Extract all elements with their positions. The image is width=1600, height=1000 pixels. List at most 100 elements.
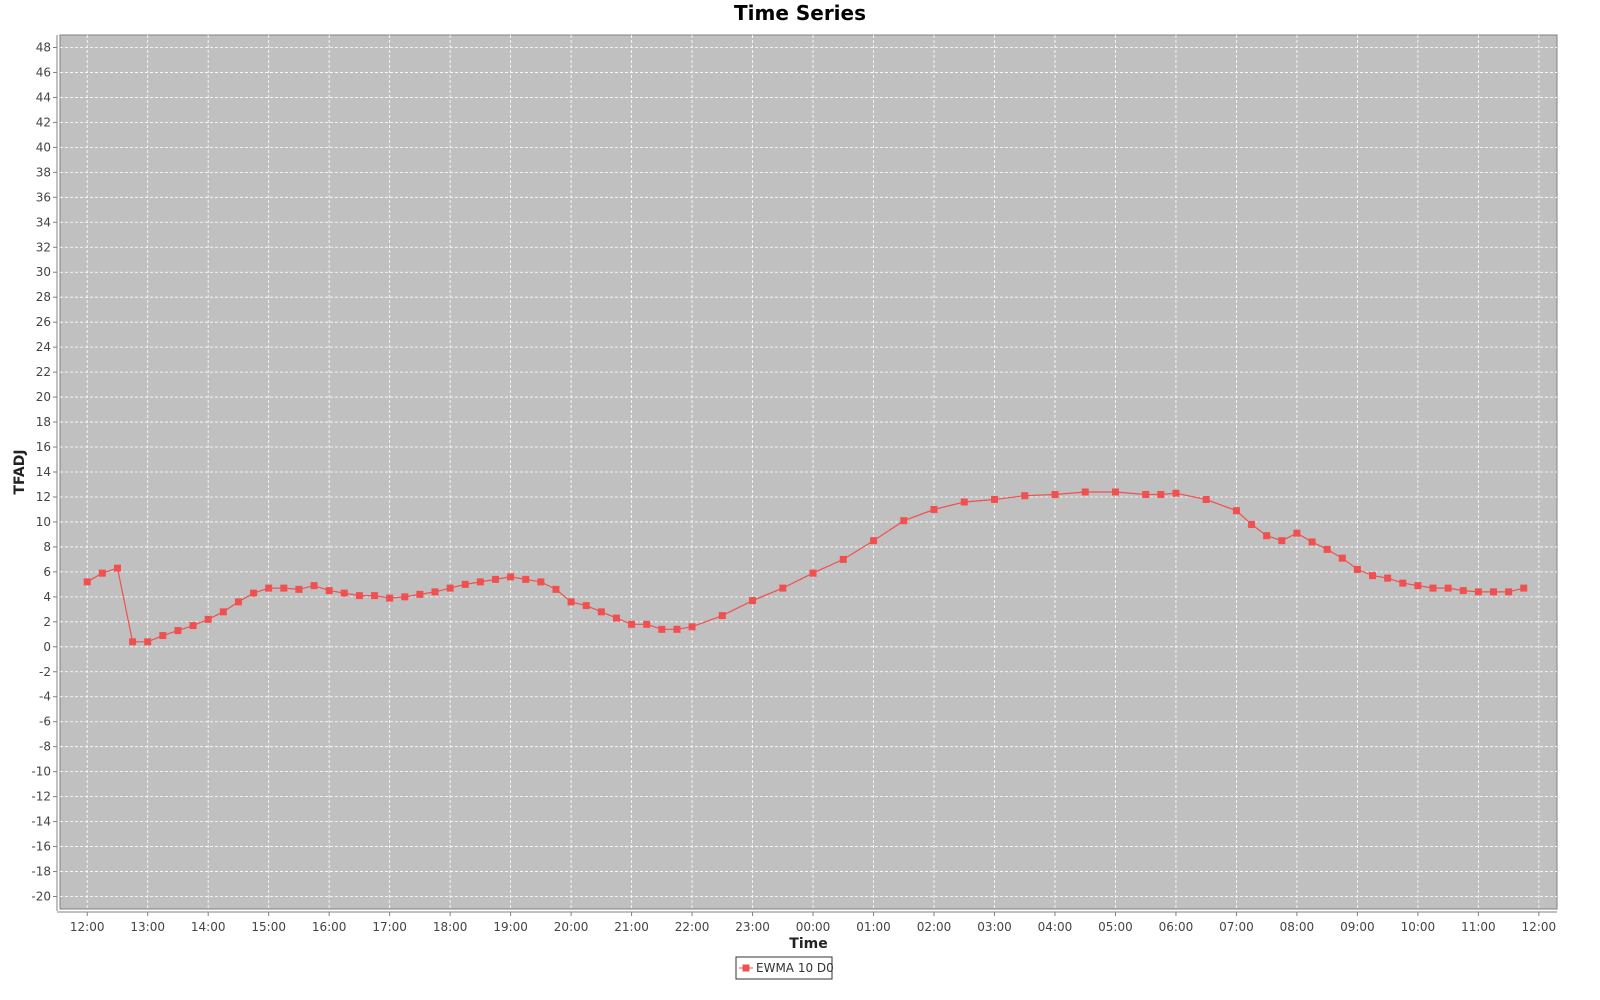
data-point: [597, 608, 605, 616]
x-tick-label: 09:00: [1340, 920, 1375, 934]
data-point: [1202, 495, 1210, 503]
x-tick-label: 18:00: [433, 920, 468, 934]
data-point: [1489, 588, 1497, 596]
data-point: [310, 582, 318, 590]
data-point: [1157, 490, 1165, 498]
x-axis-title: Time: [789, 936, 827, 952]
data-point: [1323, 545, 1331, 553]
x-tick-label: 01:00: [856, 920, 891, 934]
x-tick-label: 07:00: [1219, 920, 1254, 934]
data-point: [552, 585, 560, 593]
x-tick-label: 13:00: [130, 920, 165, 934]
data-point: [1021, 492, 1029, 500]
data-point: [1172, 489, 1180, 497]
data-point: [1414, 582, 1422, 590]
data-point: [129, 638, 137, 646]
x-tick-label: 21:00: [614, 920, 649, 934]
y-tick-label: 28: [36, 290, 51, 304]
y-tick-label: -8: [39, 740, 51, 754]
y-axis-title: TFADJ: [12, 449, 28, 494]
y-tick-label: 20: [36, 390, 51, 404]
data-point: [1263, 532, 1271, 540]
data-point: [234, 598, 242, 606]
data-point: [718, 612, 726, 620]
data-point: [1232, 507, 1240, 515]
data-point: [930, 505, 938, 513]
data-point: [204, 615, 212, 623]
data-point: [688, 623, 696, 631]
data-point: [809, 569, 817, 577]
y-tick-label: -12: [31, 790, 51, 804]
data-point: [1474, 588, 1482, 596]
legend-box: [735, 956, 833, 980]
data-point: [1308, 538, 1316, 546]
y-tick-label: 42: [36, 115, 51, 129]
data-point: [1399, 579, 1407, 587]
data-point: [144, 638, 152, 646]
x-tick-label: 04:00: [1038, 920, 1073, 934]
data-point: [900, 517, 908, 525]
y-tick-label: 40: [36, 140, 51, 154]
data-point: [1248, 520, 1256, 528]
data-point: [219, 608, 227, 616]
x-tick-label: 08:00: [1280, 920, 1315, 934]
y-tick-label: 18: [36, 415, 51, 429]
data-point: [1353, 565, 1361, 573]
x-tick-label: 02:00: [917, 920, 952, 934]
y-tick-label: 6: [43, 565, 51, 579]
x-tick-label: 12:00: [70, 920, 105, 934]
data-point: [295, 585, 303, 593]
y-tick-label: 44: [36, 90, 51, 104]
data-point: [1384, 574, 1392, 582]
y-tick-label: 32: [36, 240, 51, 254]
data-point: [476, 578, 484, 586]
y-tick-label: 2: [43, 615, 51, 629]
data-point: [1444, 584, 1452, 592]
data-point: [325, 587, 333, 595]
data-point: [83, 578, 91, 586]
data-point: [1081, 488, 1089, 496]
y-tick-label: -4: [39, 690, 51, 704]
y-tick-label: 0: [43, 640, 51, 654]
y-tick-label: 36: [36, 190, 51, 204]
data-point: [98, 569, 106, 577]
data-point: [280, 584, 288, 592]
data-point: [1459, 587, 1467, 595]
y-tick-label: 30: [36, 265, 51, 279]
y-tick-label: 24: [36, 340, 51, 354]
y-tick-label: -2: [39, 665, 51, 679]
y-tick-label: 34: [36, 215, 51, 229]
x-tick-label: 16:00: [312, 920, 347, 934]
data-point: [371, 592, 379, 600]
x-tick-label: 19:00: [493, 920, 528, 934]
data-point: [1051, 490, 1059, 498]
x-axis: 12:00 13:00 14:00 15:00 16:00 17:00 18:00 19:00…: [57, 911, 1557, 934]
data-point: [461, 580, 469, 588]
data-point: [960, 498, 968, 506]
legend-marker: [742, 964, 750, 972]
data-point: [1505, 588, 1513, 596]
x-tick-label: 22:00: [675, 920, 710, 934]
x-tick-label: 06:00: [1159, 920, 1194, 934]
data-point: [431, 588, 439, 596]
data-point: [628, 620, 636, 628]
y-tick-label: 14: [36, 465, 51, 479]
data-point: [870, 537, 878, 545]
data-point: [749, 597, 757, 605]
legend-label: EWMA 10 D0: [756, 961, 834, 975]
data-point: [174, 627, 182, 635]
data-point: [250, 589, 258, 597]
x-tick-label: 12:00: [1522, 920, 1557, 934]
y-axis: -20-18-16-14-12-10-8-6-4-202468101214161…: [31, 35, 58, 911]
series-ewma: [83, 488, 1528, 646]
x-tick-label: 03:00: [977, 920, 1012, 934]
data-point: [189, 622, 197, 630]
data-point: [673, 625, 681, 633]
x-tick-label: 23:00: [735, 920, 770, 934]
y-tick-label: 22: [36, 365, 51, 379]
y-tick-label: -16: [31, 840, 51, 854]
data-point: [582, 602, 590, 610]
x-tick-label: 00:00: [796, 920, 831, 934]
data-point: [612, 614, 620, 622]
